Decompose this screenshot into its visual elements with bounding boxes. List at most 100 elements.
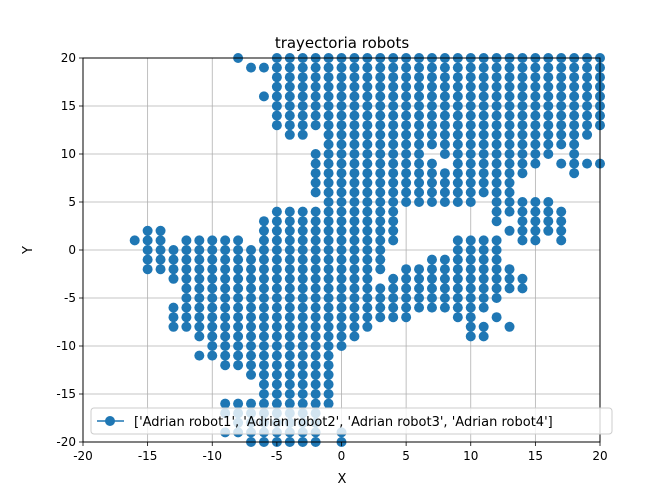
data-point <box>207 341 218 351</box>
data-point <box>543 139 554 150</box>
data-point <box>452 110 463 121</box>
data-point <box>530 101 541 111</box>
data-point <box>517 216 528 227</box>
x-tick-label: 10 <box>463 449 478 463</box>
data-point <box>336 331 347 342</box>
data-point <box>375 197 386 207</box>
data-point <box>530 235 541 246</box>
data-point <box>220 302 231 313</box>
data-point <box>271 264 282 275</box>
data-point <box>349 216 360 227</box>
data-point <box>168 254 179 265</box>
data-point <box>310 110 321 121</box>
data-point <box>504 273 515 284</box>
data-point <box>556 101 567 111</box>
data-point <box>401 168 412 179</box>
data-point <box>504 187 515 198</box>
data-point <box>271 81 282 92</box>
data-point <box>375 101 386 111</box>
y-tick-label: 0 <box>68 243 76 257</box>
data-point <box>323 120 334 131</box>
data-point <box>310 216 321 227</box>
data-point <box>336 283 347 294</box>
data-point <box>349 101 360 111</box>
data-point <box>194 254 205 265</box>
data-point <box>207 331 218 342</box>
data-point <box>556 72 567 83</box>
data-point <box>168 321 179 332</box>
data-point <box>517 120 528 131</box>
data-point <box>284 312 295 323</box>
data-point <box>323 369 334 380</box>
data-point <box>556 81 567 92</box>
data-point <box>155 264 166 275</box>
data-point <box>388 283 399 294</box>
data-point <box>258 331 269 342</box>
data-point <box>504 129 515 140</box>
data-point <box>271 379 282 390</box>
data-point <box>323 101 334 111</box>
data-point <box>297 216 308 227</box>
data-point <box>310 379 321 390</box>
data-point <box>388 120 399 131</box>
data-point <box>426 110 437 121</box>
data-point <box>207 254 218 265</box>
data-point <box>504 101 515 111</box>
data-point <box>246 312 257 323</box>
data-point <box>349 321 360 332</box>
data-point <box>258 341 269 351</box>
data-point <box>517 149 528 159</box>
data-point <box>426 177 437 188</box>
data-point <box>323 273 334 284</box>
data-point <box>271 225 282 236</box>
data-point <box>375 177 386 188</box>
legend-box <box>90 407 613 435</box>
data-point <box>336 341 347 351</box>
data-point <box>349 283 360 294</box>
data-point <box>426 129 437 140</box>
data-point <box>556 110 567 121</box>
data-point <box>401 293 412 303</box>
x-tick-label: -10 <box>202 449 222 463</box>
data-point <box>323 398 334 409</box>
data-point <box>155 245 166 255</box>
data-point <box>310 120 321 131</box>
data-point <box>297 129 308 140</box>
data-point <box>142 245 153 255</box>
data-point <box>284 81 295 92</box>
data-point <box>271 312 282 323</box>
data-point <box>362 149 373 159</box>
data-point <box>258 264 269 275</box>
data-point <box>465 110 476 121</box>
data-point <box>323 321 334 332</box>
data-point <box>284 91 295 102</box>
data-point <box>375 62 386 73</box>
data-point <box>310 360 321 371</box>
data-point <box>323 302 334 313</box>
data-point <box>517 235 528 246</box>
data-point <box>194 293 205 303</box>
data-point <box>194 350 205 361</box>
data-point <box>349 331 360 342</box>
data-point <box>465 91 476 102</box>
data-point <box>271 321 282 332</box>
data-point <box>349 158 360 169</box>
data-point <box>452 235 463 246</box>
data-point <box>194 264 205 275</box>
data-point <box>362 62 373 73</box>
data-point <box>349 264 360 275</box>
data-point <box>439 81 450 92</box>
data-point <box>258 302 269 313</box>
data-point <box>336 120 347 131</box>
data-point <box>284 129 295 140</box>
data-point <box>349 72 360 83</box>
data-point <box>414 91 425 102</box>
data-point <box>439 72 450 83</box>
data-point <box>517 62 528 73</box>
data-point <box>349 139 360 150</box>
data-point <box>582 129 593 140</box>
data-point <box>284 264 295 275</box>
data-point <box>284 254 295 265</box>
data-point <box>323 139 334 150</box>
data-point <box>478 254 489 265</box>
